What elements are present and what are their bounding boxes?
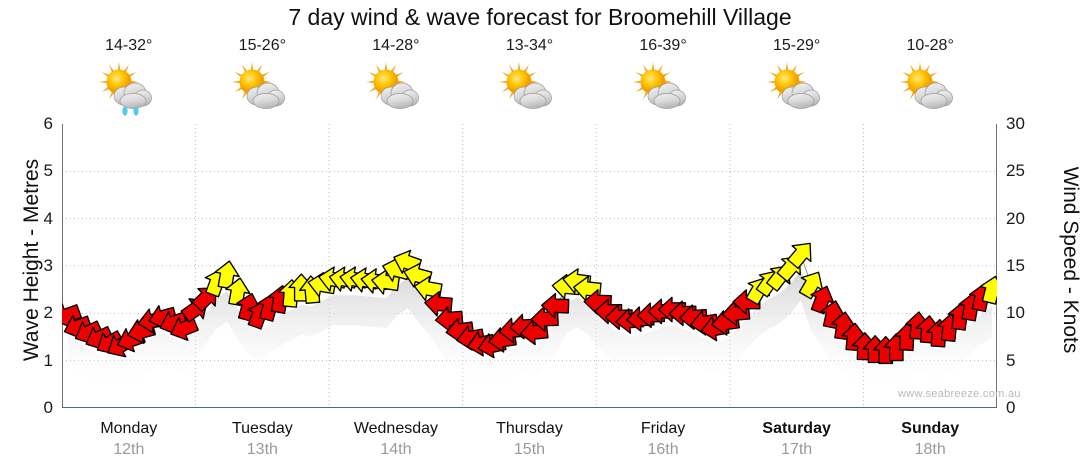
day-name: Friday — [640, 420, 686, 437]
sun-cloud-icon — [228, 60, 296, 116]
right-tick-label: 20 — [1006, 208, 1025, 228]
day-header-monday: 14-32° — [62, 36, 196, 116]
sun-cloud-rain-icon — [95, 60, 163, 116]
day-label-saturday: Saturday 17th — [730, 418, 864, 461]
day-date: 15th — [513, 441, 546, 458]
right-tick-label: 0 — [1006, 398, 1016, 417]
day-header-thursday: 13-34° — [463, 36, 597, 116]
wind-arrow-layer — [62, 242, 997, 365]
left-tick-label: 6 — [43, 114, 53, 133]
day-date: 12th — [113, 441, 145, 458]
left-tick-label: 0 — [43, 398, 53, 417]
day-label-tuesday: Tuesday 13th — [196, 418, 330, 461]
sun-cloud-icon — [896, 60, 964, 116]
plot-area: 0 1 2 3 4 5 6 0 5 10 15 20 25 30 — [44, 114, 1025, 417]
day-label-friday: Friday 16th — [596, 418, 730, 461]
day-date: 14th — [380, 441, 412, 458]
right-axis-title: Wind Speed - Knots — [1059, 166, 1080, 354]
day-header-saturday: 15-29° — [730, 36, 864, 116]
left-tick-label: 2 — [43, 303, 53, 323]
sun-cloud-icon — [362, 60, 430, 116]
right-tick-label: 10 — [1006, 303, 1025, 323]
temperature-range: 15-26° — [238, 37, 286, 54]
day-name: Wednesday — [353, 420, 439, 437]
day-label-monday: Monday 12th — [62, 418, 196, 461]
day-date: 17th — [781, 441, 813, 458]
trace-shadow — [67, 270, 992, 398]
left-tick-label: 4 — [43, 208, 53, 228]
left-tick-label: 3 — [43, 256, 53, 275]
day-label-sunday: Sunday 18th — [863, 418, 997, 461]
page-title: 7 day wind & wave forecast for Broomehil… — [288, 4, 792, 30]
sun-cloud-icon — [629, 60, 697, 116]
temperature-range: 16-39° — [639, 37, 687, 54]
plot-canvas — [62, 124, 997, 408]
day-header-sunday: 10-28° — [863, 36, 997, 116]
right-tick-label: 25 — [1006, 161, 1025, 181]
watermark: www.seabreeze.com.au — [898, 388, 1021, 400]
day-name: Saturday — [762, 420, 831, 437]
left-tick-label: 5 — [43, 161, 53, 181]
day-name: Tuesday — [231, 420, 293, 437]
right-tick-label: 5 — [1006, 350, 1016, 370]
wind-arrow — [979, 275, 997, 305]
day-name: Thursday — [496, 420, 563, 437]
day-name: Sunday — [901, 420, 960, 437]
temperature-range: 14-32° — [105, 37, 153, 54]
left-axis-title: Wave Height - Metres — [20, 158, 43, 362]
right-tick-label: 15 — [1006, 256, 1025, 275]
day-header-wednesday: 14-28° — [329, 36, 463, 116]
day-label-wednesday: Wednesday 14th — [329, 418, 463, 461]
left-tick-label: 1 — [43, 350, 53, 370]
temperature-range: 14-28° — [372, 37, 420, 54]
day-date: 18th — [914, 441, 946, 458]
sun-cloud-icon — [495, 60, 563, 116]
wind-arrow — [787, 242, 812, 269]
wind-arrow — [540, 292, 570, 319]
day-header-tuesday: 15-26° — [196, 36, 330, 116]
temperature-range: 15-29° — [772, 37, 821, 54]
day-name: Monday — [100, 420, 158, 437]
sun-cloud-icon — [763, 60, 831, 116]
day-header-friday: 16-39° — [596, 36, 730, 116]
temperature-range: 13-34° — [505, 37, 554, 54]
right-tick-label: 30 — [1006, 114, 1025, 133]
day-date: 16th — [647, 441, 679, 458]
temperature-range: 10-28° — [906, 37, 954, 54]
wind-arrow — [798, 271, 824, 300]
day-date: 13th — [246, 441, 278, 458]
day-label-thursday: Thursday 15th — [463, 418, 597, 461]
